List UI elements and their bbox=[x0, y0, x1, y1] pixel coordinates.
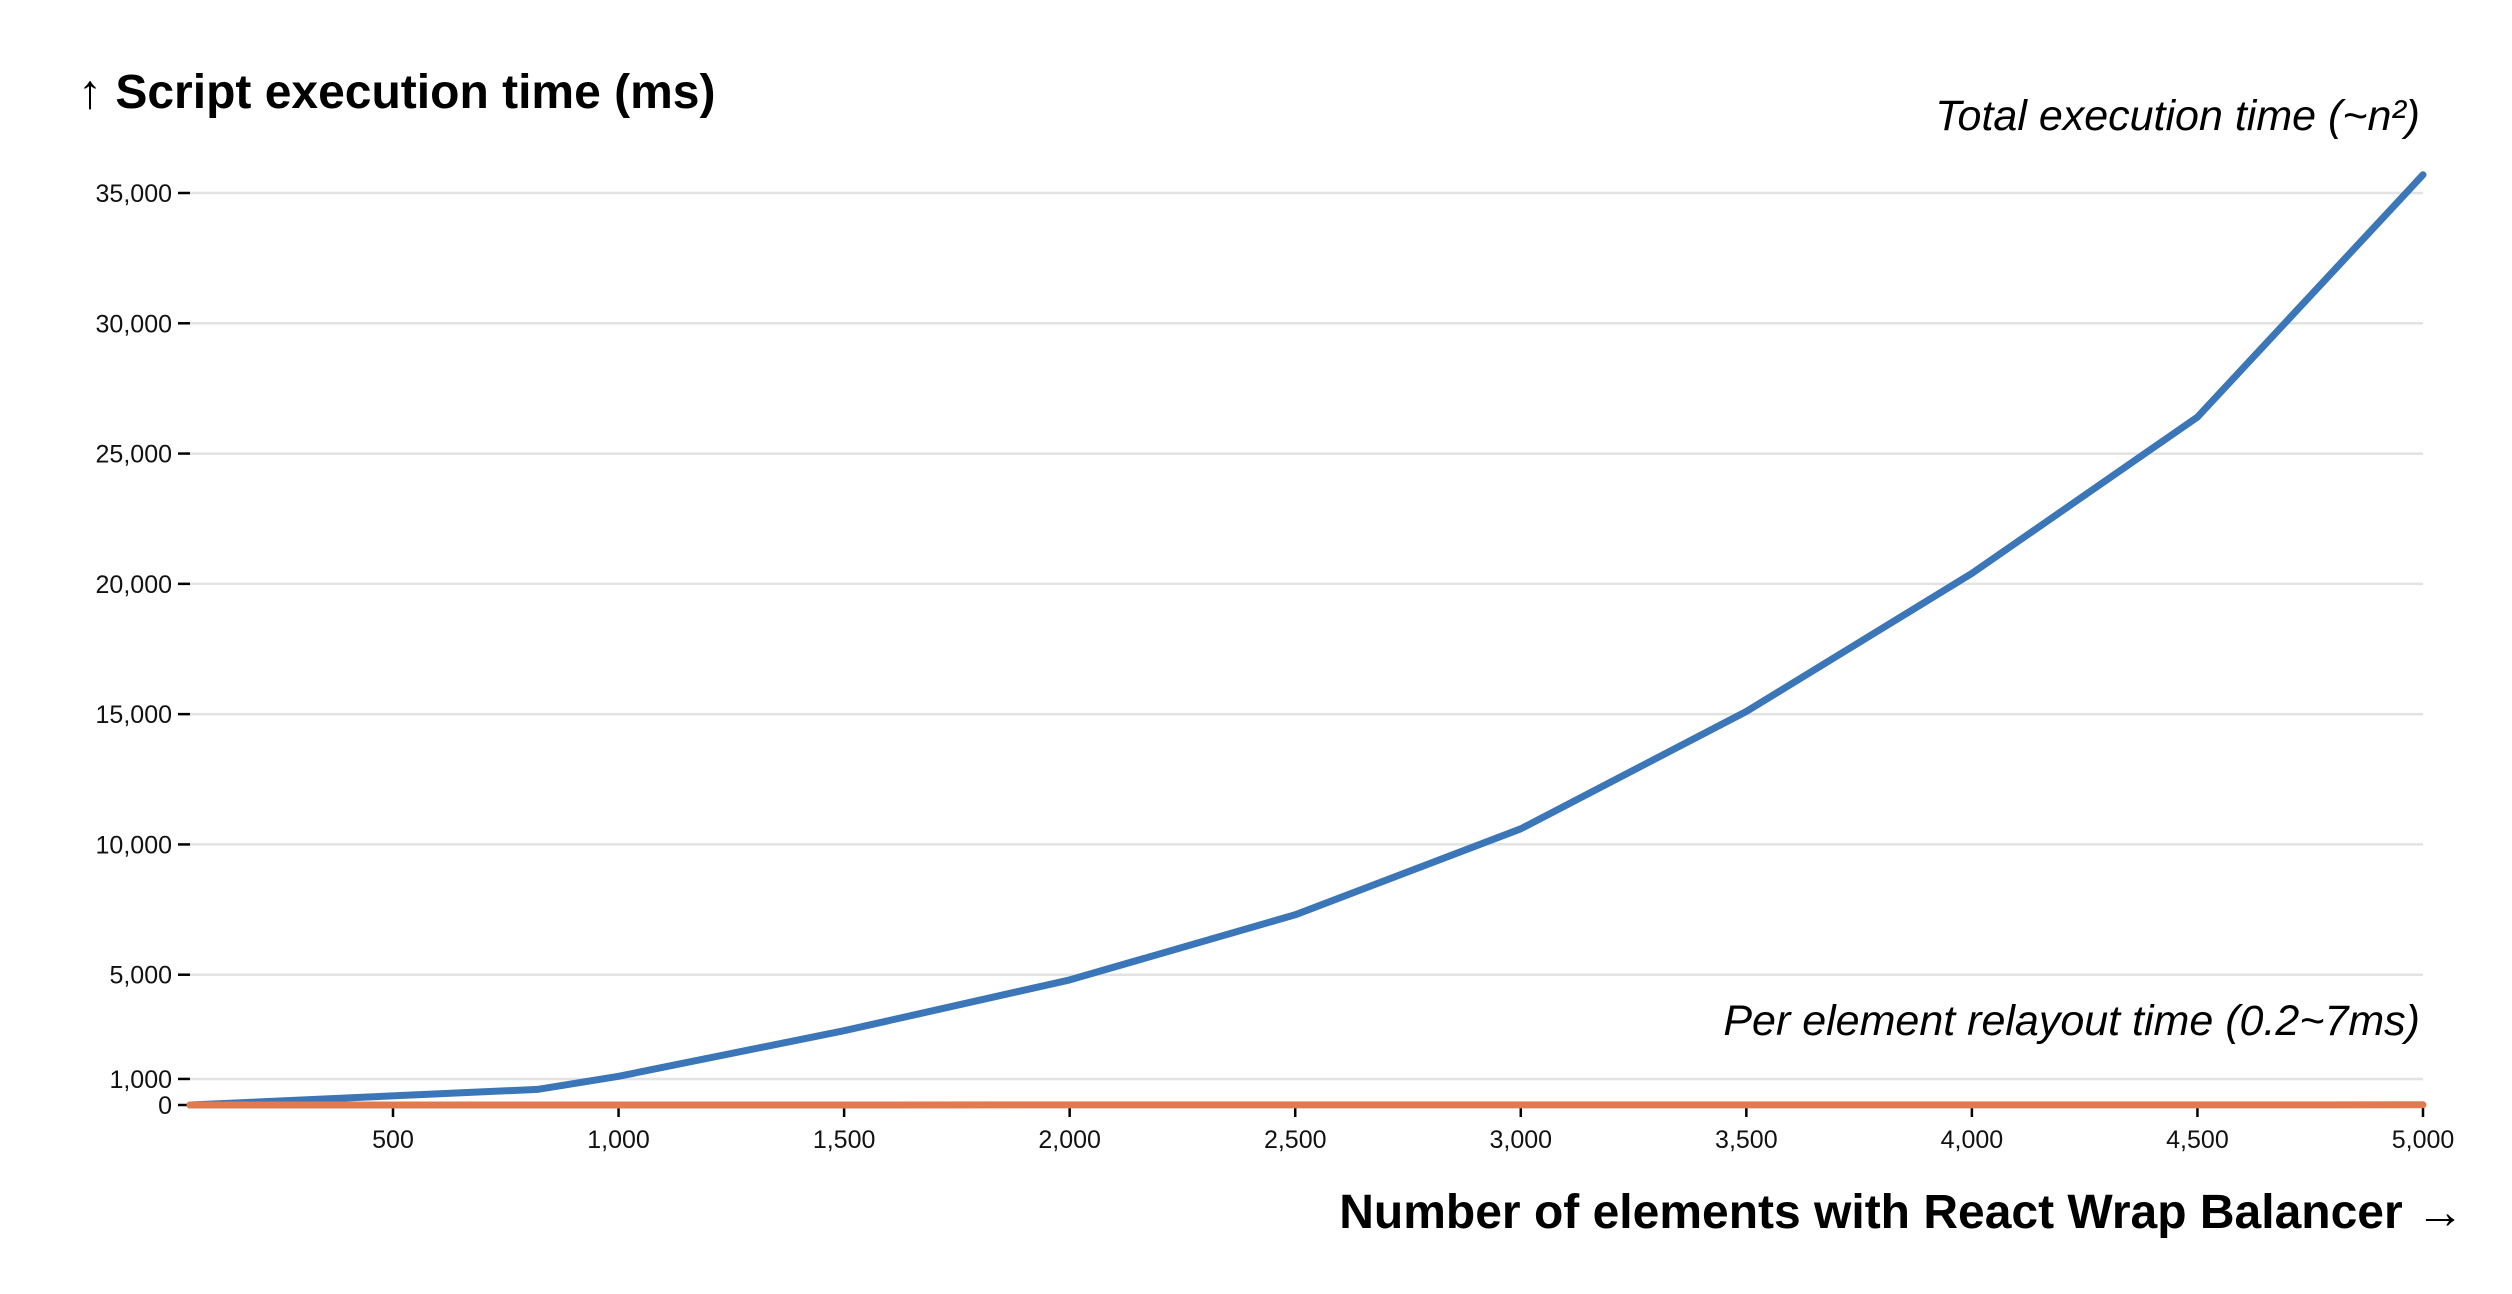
x-tick-label: 2,500 bbox=[1264, 1126, 1327, 1154]
x-tick-label: 1,000 bbox=[587, 1126, 650, 1154]
series-lines bbox=[186, 171, 2427, 1109]
gridlines bbox=[190, 191, 2423, 1081]
series-label-per-element: Per element relayout time (0.2~7ms) bbox=[1723, 997, 2420, 1045]
y-tick-label: 35,000 bbox=[96, 180, 172, 208]
y-tick-label: 30,000 bbox=[96, 310, 172, 338]
y-tick-label: 25,000 bbox=[96, 441, 172, 469]
x-tick-label: 4,500 bbox=[2166, 1126, 2229, 1154]
y-axis-title: ↑ Script execution time (ms) bbox=[78, 66, 715, 119]
y-axis: 01,000 5,000 10,000 15,000 20,000 25,000 30,00… bbox=[96, 180, 190, 1120]
x-tick-label: 5,000 bbox=[2392, 1126, 2455, 1154]
x-axis-title: Number of elements with React Wrap Balan… bbox=[1339, 1186, 2464, 1239]
x-tick-label: 500 bbox=[372, 1126, 414, 1154]
y-tick-label: 5,000 bbox=[109, 962, 172, 990]
x-axis: 500 1,000 1,500 2,000 2,500 3,000 3,500 4,000 4,… bbox=[372, 1105, 2454, 1154]
y-tick-label: 1,000 bbox=[109, 1066, 172, 1094]
y-tick-label: 15,000 bbox=[96, 701, 172, 729]
x-tick-label: 1,500 bbox=[813, 1126, 876, 1154]
x-tick-label: 4,000 bbox=[1941, 1126, 2004, 1154]
series-line-total bbox=[186, 171, 2427, 1109]
y-tick-label: 10,000 bbox=[96, 831, 172, 859]
series-label-total: Total execution time (~n²) bbox=[1935, 92, 2420, 140]
x-tick-label: 2,000 bbox=[1038, 1126, 1101, 1154]
y-tick-label: 0 bbox=[158, 1092, 172, 1120]
y-tick-label: 20,000 bbox=[96, 571, 172, 599]
x-tick-label: 3,000 bbox=[1489, 1126, 1552, 1154]
x-tick-label: 3,500 bbox=[1715, 1126, 1778, 1154]
